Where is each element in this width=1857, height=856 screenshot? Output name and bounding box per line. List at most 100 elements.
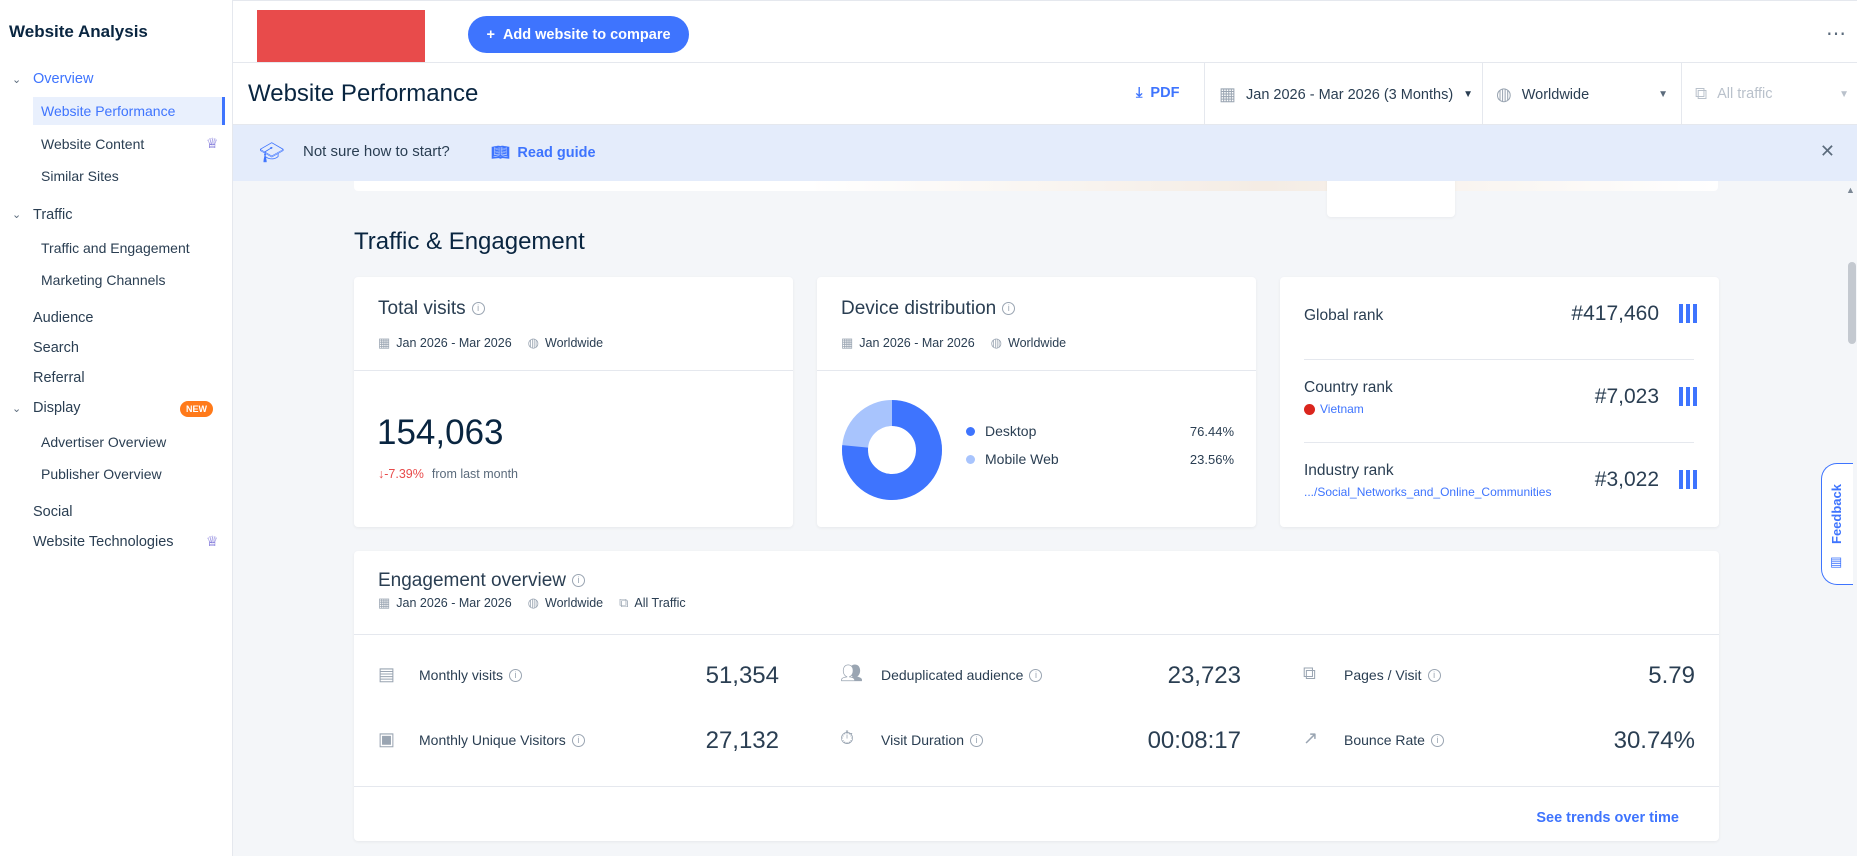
change-number: -7.39% bbox=[384, 467, 424, 481]
engagement-title: Engagement overview bbox=[378, 570, 566, 591]
legend-desktop: Desktop 76.44% bbox=[966, 423, 1234, 439]
sidebar-item-similar-sites[interactable]: Similar Sites bbox=[41, 168, 119, 184]
monthly-visits-label: Monthly visits i bbox=[419, 667, 523, 683]
sidebar-item-advertiser-overview[interactable]: Advertiser Overview bbox=[41, 434, 167, 450]
divider bbox=[817, 370, 1256, 371]
sidebar: Website Analysis ⌄ Overview Website Perf… bbox=[0, 0, 233, 856]
more-options-icon[interactable]: ⋯ bbox=[1826, 23, 1847, 45]
bounce-rate-label: Bounce Rate i bbox=[1344, 732, 1444, 748]
globe-icon: ◍ bbox=[527, 595, 539, 610]
info-icon[interactable]: i bbox=[572, 574, 585, 588]
chevron-down-icon[interactable]: ⌄ bbox=[12, 209, 22, 221]
date-label: Jan 2026 - Mar 2026 bbox=[396, 336, 512, 350]
traffic-type-select[interactable]: ⧉ All traffic ▼ bbox=[1695, 84, 1849, 104]
section-title: Traffic & Engagement bbox=[354, 228, 585, 255]
region-select[interactable]: ◍ Worldwide ▼ bbox=[1496, 84, 1668, 105]
sidebar-item-website-content[interactable]: Website Content bbox=[41, 136, 145, 152]
info-icon[interactable]: i bbox=[1029, 668, 1043, 682]
metric-label-text: Pages / Visit bbox=[1344, 667, 1422, 683]
read-guide-link[interactable]: 📖︎ Read guide bbox=[491, 144, 596, 162]
scroll-thumb[interactable] bbox=[1848, 262, 1856, 344]
card-title: Engagement overview i bbox=[378, 570, 585, 592]
country-rank-value: #7,023 bbox=[1594, 385, 1659, 408]
info-icon[interactable]: i bbox=[471, 302, 485, 316]
rank-bars-icon[interactable] bbox=[1679, 304, 1697, 323]
mobile-label: Mobile Web bbox=[985, 451, 1059, 467]
scroll-up-icon[interactable]: ▲ bbox=[1846, 185, 1855, 195]
desktop-label: Desktop bbox=[985, 423, 1037, 439]
add-website-button[interactable]: + Add website to compare bbox=[468, 16, 689, 53]
info-icon[interactable]: i bbox=[1427, 668, 1441, 682]
unique-visitors-label: Monthly Unique Visitors i bbox=[419, 732, 585, 748]
sidebar-item-search[interactable]: Search bbox=[33, 340, 79, 356]
chevron-down-icon[interactable]: ⌄ bbox=[12, 74, 22, 86]
rank-card: Global rank #417,460 Country rank Vietna… bbox=[1280, 277, 1719, 527]
info-icon[interactable]: i bbox=[571, 733, 585, 747]
add-website-label: Add website to compare bbox=[502, 26, 671, 43]
read-guide-label: Read guide bbox=[517, 144, 596, 161]
sidebar-item-marketing-channels[interactable]: Marketing Channels bbox=[41, 272, 166, 288]
crown-icon: ♕ bbox=[206, 533, 219, 549]
info-icon[interactable]: i bbox=[1002, 302, 1016, 316]
sidebar-item-traffic-engagement[interactable]: Traffic and Engagement bbox=[41, 240, 190, 256]
info-icon[interactable]: i bbox=[970, 733, 984, 747]
sidebar-item-audience[interactable]: Audience bbox=[33, 310, 94, 326]
globe-icon: ◍ bbox=[990, 335, 1002, 350]
global-rank-value: #417,460 bbox=[1571, 302, 1659, 325]
divider bbox=[354, 634, 1719, 635]
graduation-cap-icon: 🎓︎ bbox=[259, 142, 285, 164]
sidebar-item-traffic[interactable]: Traffic bbox=[33, 207, 73, 223]
total-visits-title: Total visits bbox=[378, 298, 466, 319]
sidebar-active-indicator bbox=[33, 97, 225, 125]
vietnam-flag-icon bbox=[1304, 403, 1315, 415]
date-range-select[interactable]: ▦ Jan 2026 - Mar 2026 (3 Months) ▼ bbox=[1219, 84, 1473, 105]
device-donut-chart bbox=[842, 400, 942, 500]
industry-link[interactable]: .../Social_Networks_and_Online_Communiti… bbox=[1304, 485, 1552, 499]
region-label: Worldwide bbox=[1008, 336, 1067, 350]
sidebar-item-social[interactable]: Social bbox=[33, 504, 73, 520]
sidebar-item-referral[interactable]: Referral bbox=[33, 370, 85, 386]
pdf-button[interactable]: ⤓ PDF bbox=[1136, 85, 1179, 101]
calendar-icon: ▦ bbox=[378, 335, 391, 350]
divider bbox=[354, 786, 1719, 787]
previous-card-edge bbox=[354, 181, 1718, 191]
chevron-down-icon[interactable]: ⌄ bbox=[12, 403, 22, 415]
devices-icon: ⧉ bbox=[1695, 84, 1708, 103]
see-trends-link[interactable]: See trends over time bbox=[1536, 810, 1679, 826]
info-icon[interactable]: i bbox=[509, 668, 523, 682]
page-title: Website Performance bbox=[248, 80, 479, 107]
info-icon[interactable]: i bbox=[1430, 733, 1444, 747]
card-meta: ▦ Jan 2026 - Mar 2026 ◍ Worldwide bbox=[378, 335, 603, 351]
main-content: Traffic & Engagement Total visits i ▦ Jan… bbox=[233, 181, 1857, 856]
book-icon: 📖︎ bbox=[491, 145, 510, 161]
sidebar-title: Website Analysis bbox=[9, 22, 148, 41]
feedback-tab[interactable]: Feedback ▤ bbox=[1821, 463, 1853, 585]
total-visits-value: 154,063 bbox=[377, 413, 504, 452]
metric-label-text: Visit Duration bbox=[881, 732, 965, 748]
close-icon[interactable]: ✕ bbox=[1819, 141, 1835, 161]
sidebar-item-publisher-overview[interactable]: Publisher Overview bbox=[41, 466, 162, 482]
rank-bars-icon[interactable] bbox=[1679, 387, 1697, 406]
rank-bars-icon[interactable] bbox=[1679, 470, 1697, 489]
divider bbox=[354, 370, 793, 371]
users-icon: 👥︎ bbox=[840, 663, 863, 683]
dedup-audience-value: 23,723 bbox=[1167, 662, 1241, 689]
region-label: Worldwide bbox=[545, 336, 604, 350]
sidebar-item-website-technologies[interactable]: Website Technologies bbox=[33, 534, 174, 550]
card-title: Total visits i bbox=[378, 298, 485, 320]
sidebar-item-website-performance[interactable]: Website Performance bbox=[41, 103, 176, 119]
visit-duration-value: 00:08:17 bbox=[1147, 727, 1241, 754]
sidebar-item-display[interactable]: Display bbox=[33, 400, 81, 416]
calendar-icon: ▦ bbox=[1219, 84, 1237, 104]
country-link[interactable]: Vietnam bbox=[1304, 402, 1364, 416]
industry-rank-label: Industry rank bbox=[1304, 462, 1394, 479]
sidebar-item-overview[interactable]: Overview bbox=[33, 71, 94, 87]
industry-rank-value: #3,022 bbox=[1594, 468, 1659, 491]
divider bbox=[1204, 63, 1205, 125]
metric-label-text: Deduplicated audience bbox=[881, 667, 1024, 683]
date-label: Jan 2026 - Mar 2026 bbox=[396, 596, 512, 610]
new-badge: NEW bbox=[180, 401, 213, 417]
desktop-value: 76.44% bbox=[1189, 423, 1234, 439]
crown-icon: ♕ bbox=[206, 135, 219, 151]
previous-card-widget bbox=[1327, 181, 1455, 217]
